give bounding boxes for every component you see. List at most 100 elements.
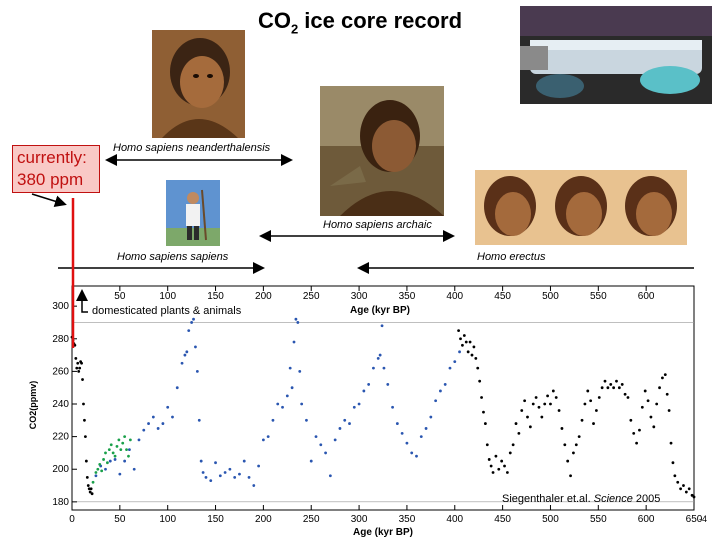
- series-1: [94, 317, 461, 487]
- erectus-image: [475, 170, 687, 245]
- data-point: [372, 366, 375, 370]
- data-point: [652, 425, 656, 429]
- data-point: [589, 399, 593, 403]
- data-point: [328, 474, 332, 478]
- data-point: [348, 422, 351, 425]
- top-x-tick-label: 450: [494, 291, 511, 302]
- data-point: [543, 402, 547, 406]
- data-point: [434, 399, 438, 403]
- data-point: [482, 410, 485, 414]
- data-point: [395, 422, 399, 425]
- caption-archaic: Homo sapiens archaic: [323, 219, 432, 231]
- data-point: [305, 418, 308, 422]
- data-point: [102, 458, 105, 461]
- data-point: [597, 396, 601, 399]
- data-point: [82, 402, 85, 406]
- data-point: [658, 386, 661, 390]
- data-point: [119, 448, 123, 452]
- series-2: [91, 435, 132, 484]
- data-point: [288, 366, 292, 370]
- x-tick-label: 500: [542, 514, 559, 525]
- data-point: [667, 409, 671, 412]
- data-point: [632, 431, 636, 435]
- data-point: [679, 487, 683, 491]
- data-point: [147, 422, 150, 425]
- data-point: [166, 405, 170, 409]
- data-point: [663, 373, 667, 377]
- data-point: [104, 467, 107, 471]
- data-point: [443, 383, 447, 386]
- data-point: [503, 464, 506, 468]
- data-point: [549, 402, 552, 406]
- data-point: [640, 405, 644, 409]
- data-point: [461, 343, 464, 347]
- data-point: [192, 317, 195, 321]
- data-point: [228, 467, 232, 471]
- domestication-pointer: [76, 289, 88, 313]
- data-point: [462, 334, 466, 337]
- data-point: [86, 484, 90, 487]
- data-point: [405, 441, 409, 445]
- data-point: [107, 448, 111, 452]
- page-title: CO2 ice core record: [257, 8, 463, 37]
- data-point: [574, 443, 578, 447]
- data-point: [81, 378, 84, 381]
- data-point: [655, 402, 659, 406]
- data-point: [470, 353, 474, 357]
- data-point: [121, 441, 125, 445]
- top-x-tick-label: 100: [159, 291, 176, 302]
- data-point: [137, 438, 141, 442]
- data-point: [314, 435, 318, 439]
- data-point: [520, 409, 524, 412]
- data-point: [514, 422, 518, 425]
- data-point: [109, 443, 113, 447]
- data-point: [491, 471, 495, 474]
- data-point: [526, 415, 529, 419]
- data-point: [448, 366, 452, 370]
- archaic-image: [320, 86, 444, 216]
- data-point: [684, 490, 688, 494]
- data-point: [281, 405, 284, 409]
- data-point: [94, 471, 98, 474]
- x-tick-label: 450: [494, 514, 511, 525]
- y-tick-label: 220: [52, 432, 69, 443]
- data-point: [560, 427, 564, 430]
- data-point: [238, 472, 241, 476]
- data-point: [257, 464, 260, 468]
- data-point: [83, 418, 86, 422]
- data-point: [380, 324, 384, 328]
- data-point: [80, 361, 83, 365]
- x-edge-label: -4: [699, 514, 707, 524]
- data-point: [218, 474, 222, 478]
- x-axis-label-top: Age (kyr BP): [350, 305, 410, 316]
- data-point: [586, 389, 590, 393]
- data-point: [266, 435, 270, 439]
- modern-human-image: [166, 180, 220, 246]
- callout-pointer: [31, 193, 67, 208]
- data-point: [247, 475, 251, 479]
- data-point: [580, 418, 584, 422]
- caption-sapiens: Homo sapiens sapiens: [117, 251, 229, 263]
- caption-erectus: Homo erectus: [477, 251, 546, 263]
- data-point: [117, 438, 121, 442]
- data-point: [687, 487, 691, 491]
- data-point: [478, 379, 482, 383]
- data-point: [531, 402, 535, 406]
- data-point: [569, 474, 572, 478]
- top-x-tick-label: 500: [542, 291, 559, 302]
- data-point: [276, 402, 280, 406]
- data-point: [271, 418, 275, 422]
- data-point: [298, 369, 302, 373]
- data-point: [453, 360, 457, 363]
- data-point: [352, 405, 356, 409]
- top-x-tick-label: 200: [255, 291, 272, 302]
- data-point: [557, 409, 561, 412]
- data-point: [199, 459, 203, 463]
- data-point: [261, 438, 265, 442]
- data-point: [649, 415, 653, 419]
- caption-neanderthalensis: Homo sapiens neanderthalensis: [113, 142, 271, 154]
- data-point: [201, 471, 205, 474]
- data-point: [386, 383, 390, 386]
- data-point: [156, 427, 160, 430]
